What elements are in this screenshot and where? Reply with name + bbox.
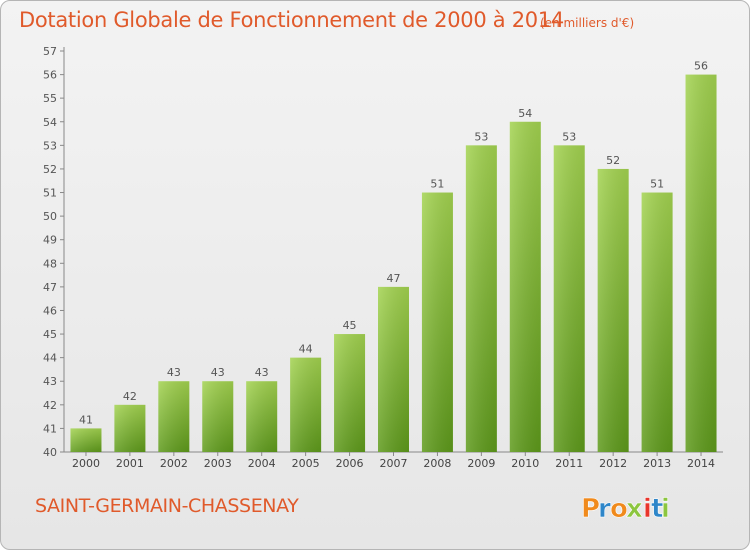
chart-unit: (en milliers d'€) — [540, 16, 635, 30]
bar-shade — [334, 334, 366, 452]
bar-shade — [290, 357, 322, 452]
y-tick-label: 42 — [43, 399, 57, 412]
data-label: 51 — [430, 178, 444, 191]
data-label: 43 — [211, 366, 225, 379]
data-label: 53 — [562, 130, 576, 143]
x-tick-label: 2000 — [72, 457, 100, 470]
y-tick-label: 45 — [43, 328, 57, 341]
bar-shade — [597, 168, 629, 453]
data-labels: 41 42 43 43 43 44 45 47 51 53 54 53 52 51 56 — [79, 60, 708, 427]
bar-shade — [70, 428, 102, 452]
bar-shade — [421, 192, 453, 452]
y-tick-label: 52 — [43, 163, 57, 176]
data-label: 45 — [343, 319, 357, 332]
x-axis: 2000 2001 2002 2003 2004 2005 2006 2007 2008 2009… — [64, 451, 723, 470]
data-label: 42 — [123, 390, 137, 403]
data-label: 51 — [650, 178, 664, 191]
x-tick-label: 2013 — [643, 457, 671, 470]
logo-letter: o — [610, 494, 628, 524]
bar-shade — [553, 145, 585, 452]
y-tick-label: 57 — [43, 45, 57, 58]
chart-title: Dotation Globale de Fonctionnement de 20… — [19, 8, 564, 32]
data-label: 41 — [79, 413, 93, 426]
logo-letter: r — [598, 494, 611, 524]
data-label: 47 — [387, 272, 401, 285]
x-tick-label: 2007 — [380, 457, 408, 470]
logo-letter: x — [626, 494, 643, 524]
y-tick-label: 54 — [43, 116, 57, 129]
data-label: 43 — [167, 366, 181, 379]
x-tick-label: 2005 — [292, 457, 320, 470]
y-tick-label: 51 — [43, 187, 57, 200]
data-label: 43 — [255, 366, 269, 379]
data-label: 52 — [606, 154, 620, 167]
bar-shade — [465, 145, 497, 452]
y-tick-label: 40 — [43, 446, 57, 459]
bar-shade — [202, 381, 234, 452]
bars — [70, 74, 717, 453]
x-tick-label: 2002 — [160, 457, 188, 470]
y-tick-label: 55 — [43, 92, 57, 105]
y-tick-label: 44 — [43, 352, 57, 365]
y-tick-label: 56 — [43, 69, 57, 82]
x-tick-label: 2003 — [204, 457, 232, 470]
y-axis: 40 41 42 43 44 45 46 47 48 49 50 51 52 53 54 55 56 57 — [43, 45, 65, 459]
x-tick-label: 2012 — [599, 457, 627, 470]
bar-shade — [641, 192, 673, 452]
x-tick-label: 2011 — [555, 457, 583, 470]
data-label: 53 — [474, 130, 488, 143]
y-tick-label: 48 — [43, 257, 57, 270]
y-tick-label: 53 — [43, 139, 57, 152]
bar-shade — [378, 286, 409, 452]
x-tick-label: 2006 — [336, 457, 364, 470]
data-label: 54 — [518, 107, 532, 120]
logo-letter: P — [581, 494, 600, 524]
x-tick-label: 2001 — [116, 457, 144, 470]
data-label: 56 — [694, 60, 708, 73]
x-tick-label: 2008 — [423, 457, 451, 470]
bar-shade — [114, 404, 146, 452]
logo-letter: t — [651, 494, 663, 524]
bar-shade — [685, 74, 717, 453]
y-tick-label: 43 — [43, 375, 57, 388]
y-tick-label: 50 — [43, 210, 57, 223]
x-tick-label: 2010 — [511, 457, 539, 470]
logo-letter: i — [643, 494, 652, 524]
bar-shade — [246, 381, 278, 452]
bar-shade — [509, 121, 541, 452]
x-tick-label: 2009 — [467, 457, 495, 470]
y-tick-label: 41 — [43, 422, 57, 435]
x-tick-label: 2004 — [248, 457, 276, 470]
data-label: 44 — [299, 343, 313, 356]
x-tick-label: 2014 — [687, 457, 715, 470]
y-tick-label: 46 — [43, 304, 57, 317]
logo-letter: i — [661, 494, 670, 524]
y-tick-label: 49 — [43, 234, 57, 247]
y-tick-label: 47 — [43, 281, 57, 294]
commune-name: SAINT-GERMAIN-CHASSENAY — [35, 495, 299, 517]
bar-shade — [158, 381, 190, 452]
